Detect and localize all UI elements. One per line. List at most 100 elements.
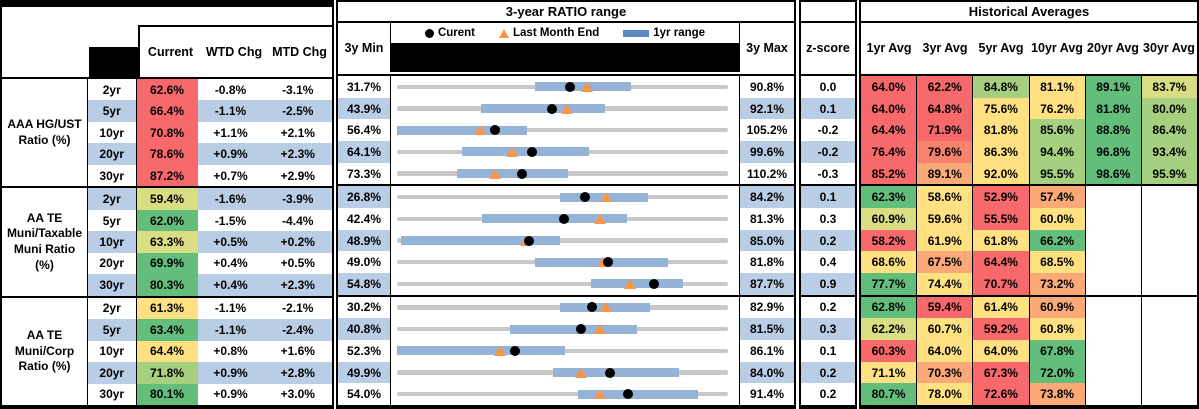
avg-value-1yr: 68.6% <box>861 251 917 274</box>
zscore-value: 0.2 <box>819 387 837 402</box>
ratio-range-chart <box>391 383 739 406</box>
last-month-end-marker <box>488 168 501 179</box>
left-block: Current WTD Chg MTD Chg AAA HG/UST Ratio… <box>0 0 334 409</box>
wtd-chg-value: +0.8% <box>213 344 248 359</box>
last-month-end-marker <box>593 324 606 335</box>
avg-value-10yr: 60.9% <box>1028 296 1085 319</box>
zscore-value: 0.3 <box>819 211 837 226</box>
zscore-value: 0.2 <box>801 229 855 252</box>
avg-value-20yr: 88.8% <box>1084 119 1141 142</box>
3y-max-value: 86.1% <box>739 340 794 362</box>
wtd-chg-value: +1.1% <box>213 125 248 140</box>
zscore-block: z-score 0.0 0.1 -0.2 -0.2 -0.3 0.1 0.3 0.2 0.4 0.… <box>799 0 857 409</box>
ratio-range-chart <box>391 251 739 274</box>
avg-column-header-10yr: 10yr Avg <box>1031 40 1083 55</box>
last-month-end-marker <box>593 213 606 224</box>
3y-min-value: 42.4% <box>338 208 391 230</box>
1yr-range-bar <box>397 125 527 135</box>
table-row: 5yr 62.0% -1.5% -4.4% <box>88 209 332 232</box>
avg-value-30yr <box>1140 318 1197 340</box>
mtd-chg-value: +3.0% <box>280 387 315 402</box>
ratio-group: AA TE Muni/Corp Ratio (%) 2yr 61.3% -1.1% -2… <box>2 295 332 405</box>
zscore-value: 0.2 <box>819 300 837 315</box>
table-row: 20yr 78.6% +0.9% +2.3% <box>88 143 332 165</box>
wtd-chg-value: +0.4% <box>197 274 264 296</box>
avg-value-30yr <box>1140 229 1197 252</box>
table-row: 30yr 87.2% +0.7% +2.9% <box>88 164 332 187</box>
table-row: 60.3% 64.0% 64.0% 67.8% <box>861 340 1197 362</box>
3y-min-value: 52.3% <box>338 340 391 362</box>
ratio-range-chart <box>391 141 739 163</box>
last-month-end-triangle-icon <box>499 28 510 38</box>
avg-value-30yr: 86.4% <box>1140 119 1198 142</box>
last-month-end-marker <box>560 103 573 114</box>
wtd-chg-value: -1.5% <box>214 213 247 228</box>
avg-value-5yr: 61.4% <box>972 296 1029 319</box>
avg-value-30yr <box>1140 383 1197 406</box>
range-rows: 31.7% 90.8% 43.9% 92.1% 56.4% 105.2% 64.1% 99.6… <box>338 74 794 406</box>
current-marker <box>510 345 521 356</box>
avg-value-3yr: 60.7% <box>916 318 973 340</box>
current-marker <box>546 103 557 114</box>
avg-value-3yr: 62.2% <box>916 76 973 98</box>
table-row: 49.0% 81.8% <box>338 251 794 274</box>
avg-value-30yr: 93.4% <box>1140 141 1198 163</box>
avg-value-10yr: 73.2% <box>1028 273 1085 295</box>
table-row: 0.1 <box>801 340 855 362</box>
zscore-column-header: z-score <box>806 40 850 55</box>
3y-range-line <box>397 391 728 397</box>
table-row: 62.8% 59.4% 61.4% 60.9% <box>861 296 1197 319</box>
table-row: 5yr 63.4% -1.1% -2.4% <box>88 319 332 341</box>
legend-1yr-range: 1yr range <box>623 27 705 39</box>
3y-min-value: 54.8% <box>338 273 391 295</box>
tenor-label: 5yr <box>88 209 137 232</box>
avg-value-3yr: 61.9% <box>916 229 973 252</box>
table-row: 10yr 63.3% +0.5% +0.2% <box>88 231 332 253</box>
last-month-end-marker <box>624 278 637 289</box>
avg-value-10yr: 68.5% <box>1028 251 1085 274</box>
3y-max-value: 81.8% <box>739 251 794 274</box>
current-value: 59.4% <box>136 188 198 210</box>
avg-value-5yr: 70.7% <box>972 273 1029 295</box>
avg-value-30yr <box>1140 340 1197 362</box>
3y-range-line <box>397 127 728 133</box>
avg-value-3yr: 89.1% <box>916 162 973 185</box>
table-row: 71.1% 70.3% 67.3% 72.0% <box>861 361 1197 384</box>
1yr-range-bar <box>462 147 590 157</box>
3y-max-value: 92.1% <box>739 97 794 120</box>
tenor-label: 10yr <box>88 231 137 253</box>
avg-value-30yr <box>1140 251 1197 274</box>
table-row: 73.3% 110.2% <box>338 162 794 185</box>
avg-value-3yr: 74.4% <box>916 273 973 295</box>
wtd-chg-column-header: WTD Chg <box>205 45 263 59</box>
3y-min-value: 31.7% <box>338 76 391 98</box>
ratio-range-chart <box>391 296 739 319</box>
tenor-label: 2yr <box>88 79 137 101</box>
current-marker <box>558 213 569 224</box>
3y-max-value: 81.5% <box>739 318 794 340</box>
3y-min-value: 73.3% <box>338 162 391 185</box>
last-month-end-marker <box>580 81 593 92</box>
avg-value-3yr: 71.9% <box>916 119 973 142</box>
current-value: 66.4% <box>136 100 198 122</box>
avg-value-5yr: 64.0% <box>972 340 1029 362</box>
tenor-label: 10yr <box>88 340 137 363</box>
1yr-range-bar <box>510 324 637 334</box>
avg-value-30yr: 95.9% <box>1140 162 1198 185</box>
avg-value-1yr: 76.4% <box>861 141 917 163</box>
last-month-end-marker <box>600 192 613 203</box>
avg-value-10yr: 76.2% <box>1028 97 1085 120</box>
current-value: 71.8% <box>136 362 198 384</box>
avg-value-1yr: 58.2% <box>861 229 917 252</box>
mtd-chg-value: +2.9% <box>280 168 315 183</box>
avg-value-5yr: 67.3% <box>972 361 1029 384</box>
wtd-chg-value: +0.9% <box>213 387 248 402</box>
table-row: 0.0 <box>801 76 855 98</box>
range-bar-icon <box>623 29 650 37</box>
avg-value-3yr: 67.5% <box>916 251 973 274</box>
ratio-range-chart <box>391 361 739 384</box>
group-label: AAA HG/UST Ratio (%) <box>2 79 88 187</box>
historical-averages-title: Historical Averages <box>861 2 1197 23</box>
avg-value-10yr: 81.1% <box>1028 76 1085 98</box>
mtd-chg-value: -4.4% <box>282 213 314 228</box>
